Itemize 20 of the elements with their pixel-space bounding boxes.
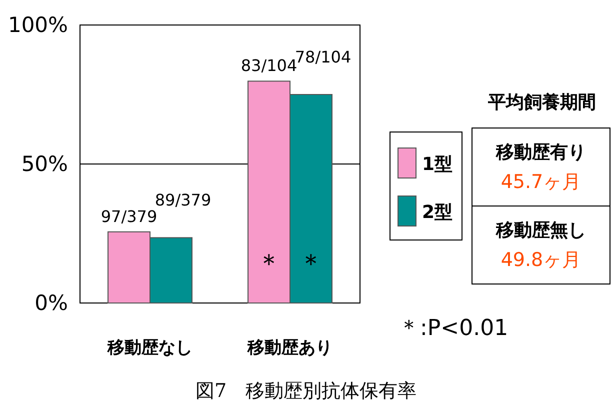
data-label: 78/104 [294, 48, 352, 66]
y-tick-label: 50% [21, 152, 68, 176]
text: 45.7ヶ月 [500, 171, 582, 193]
text: 平均飼養期間 [487, 92, 596, 113]
data-label: 97/379 [100, 206, 158, 226]
legend-label: 1型 [422, 154, 453, 175]
text: 49.8ヶ月 [500, 249, 582, 271]
text: 移動歴無し [495, 220, 586, 241]
text: 移動歴有り [495, 142, 586, 163]
x-tick-label: 移動歴なし [106, 338, 192, 358]
y-tick-label: 100% [8, 13, 68, 37]
data-label: 83/104 [240, 56, 298, 76]
x-tick-label: 移動歴あり [246, 338, 332, 358]
data-label: 89/379 [154, 190, 212, 210]
text: ＊:P<0.01 [398, 316, 508, 341]
annotation: ＊ [256, 249, 282, 280]
annotation: ＊ [298, 249, 324, 280]
legend-label: 2型 [422, 202, 453, 223]
text: 図7 移動歴別抗体保有率 [195, 380, 417, 402]
y-tick-label: 0% [34, 291, 68, 315]
